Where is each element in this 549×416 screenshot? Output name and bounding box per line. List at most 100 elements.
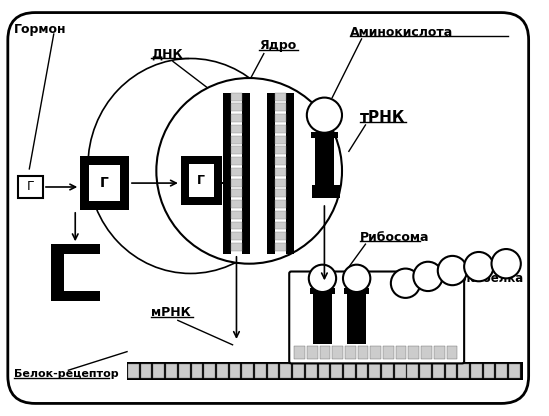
Circle shape [391, 269, 420, 298]
Bar [64, 254, 100, 291]
Bar [267, 93, 274, 254]
Bar [179, 364, 189, 378]
Bar [344, 364, 355, 378]
Bar [274, 179, 286, 186]
Bar [18, 176, 43, 198]
Bar [231, 243, 242, 251]
Bar [320, 346, 330, 359]
Bar [231, 179, 242, 186]
Text: Г: Г [26, 181, 34, 193]
Circle shape [343, 265, 371, 292]
Bar [274, 222, 286, 230]
Bar [509, 364, 520, 378]
Bar [231, 93, 242, 101]
Bar [281, 364, 291, 378]
Bar [231, 114, 242, 122]
Bar [231, 189, 242, 197]
Bar [89, 165, 120, 201]
Bar [223, 93, 231, 254]
Bar [229, 364, 240, 378]
Bar [383, 346, 394, 359]
Bar [255, 364, 266, 378]
Bar [141, 364, 152, 378]
Bar [231, 136, 242, 144]
Bar [231, 233, 242, 240]
Bar [274, 168, 286, 176]
Bar [345, 346, 356, 359]
Bar [231, 146, 242, 154]
Bar [407, 364, 418, 378]
Text: Рибосома: Рибосома [360, 231, 429, 244]
Text: мРНК: мРНК [152, 306, 191, 319]
Circle shape [491, 249, 521, 278]
Bar [331, 364, 342, 378]
Bar [217, 364, 228, 378]
Bar [421, 346, 432, 359]
Bar [242, 93, 250, 254]
Bar [274, 233, 286, 240]
Bar [446, 346, 457, 359]
Bar [332, 185, 340, 198]
Bar [357, 364, 367, 378]
Bar [382, 364, 393, 378]
Bar [274, 146, 286, 154]
Bar [344, 288, 369, 294]
Bar [313, 290, 332, 344]
Bar [396, 346, 406, 359]
Bar [369, 364, 380, 378]
Text: Гормон: Гормон [14, 23, 66, 36]
Bar [192, 364, 202, 378]
Bar [312, 185, 320, 198]
Circle shape [464, 252, 494, 281]
Bar [496, 364, 507, 378]
Bar [231, 222, 242, 230]
Bar [274, 125, 286, 133]
Bar [127, 362, 523, 380]
Bar [274, 136, 286, 144]
FancyBboxPatch shape [8, 12, 529, 404]
Bar [286, 93, 294, 254]
Bar [371, 346, 381, 359]
Bar [307, 346, 317, 359]
Bar [434, 346, 445, 359]
Bar [347, 290, 366, 344]
Bar [274, 114, 286, 122]
Bar [231, 157, 242, 165]
Bar [231, 125, 242, 133]
Bar [153, 364, 164, 378]
Circle shape [307, 98, 342, 133]
Text: тРНК: тРНК [360, 110, 405, 125]
Bar [326, 185, 333, 198]
Bar [294, 346, 305, 359]
Bar [433, 364, 444, 378]
Bar [51, 244, 100, 301]
Bar [274, 243, 286, 251]
Bar [420, 364, 431, 378]
Bar [310, 288, 335, 294]
Text: Г: Г [197, 174, 205, 187]
Text: Молекула белка: Молекула белка [411, 272, 524, 285]
Bar [274, 189, 286, 197]
Bar [471, 364, 481, 378]
Text: Г: Г [100, 176, 109, 190]
Bar [128, 364, 139, 378]
Bar [274, 211, 286, 219]
Bar [274, 93, 286, 101]
Bar [166, 364, 177, 378]
Bar [231, 104, 242, 111]
Text: Аминокислота: Аминокислота [350, 26, 453, 39]
Bar [189, 164, 214, 197]
Bar [318, 185, 326, 198]
Bar [80, 156, 129, 210]
Bar [395, 364, 406, 378]
Circle shape [413, 262, 442, 291]
Text: ДНК: ДНК [152, 47, 183, 60]
Bar [231, 211, 242, 219]
Bar [231, 168, 242, 176]
Text: Белок-рецептор: Белок-рецептор [14, 369, 118, 379]
Circle shape [309, 265, 336, 292]
FancyBboxPatch shape [289, 272, 464, 363]
Circle shape [438, 256, 467, 285]
Bar [408, 346, 419, 359]
Bar [274, 157, 286, 165]
